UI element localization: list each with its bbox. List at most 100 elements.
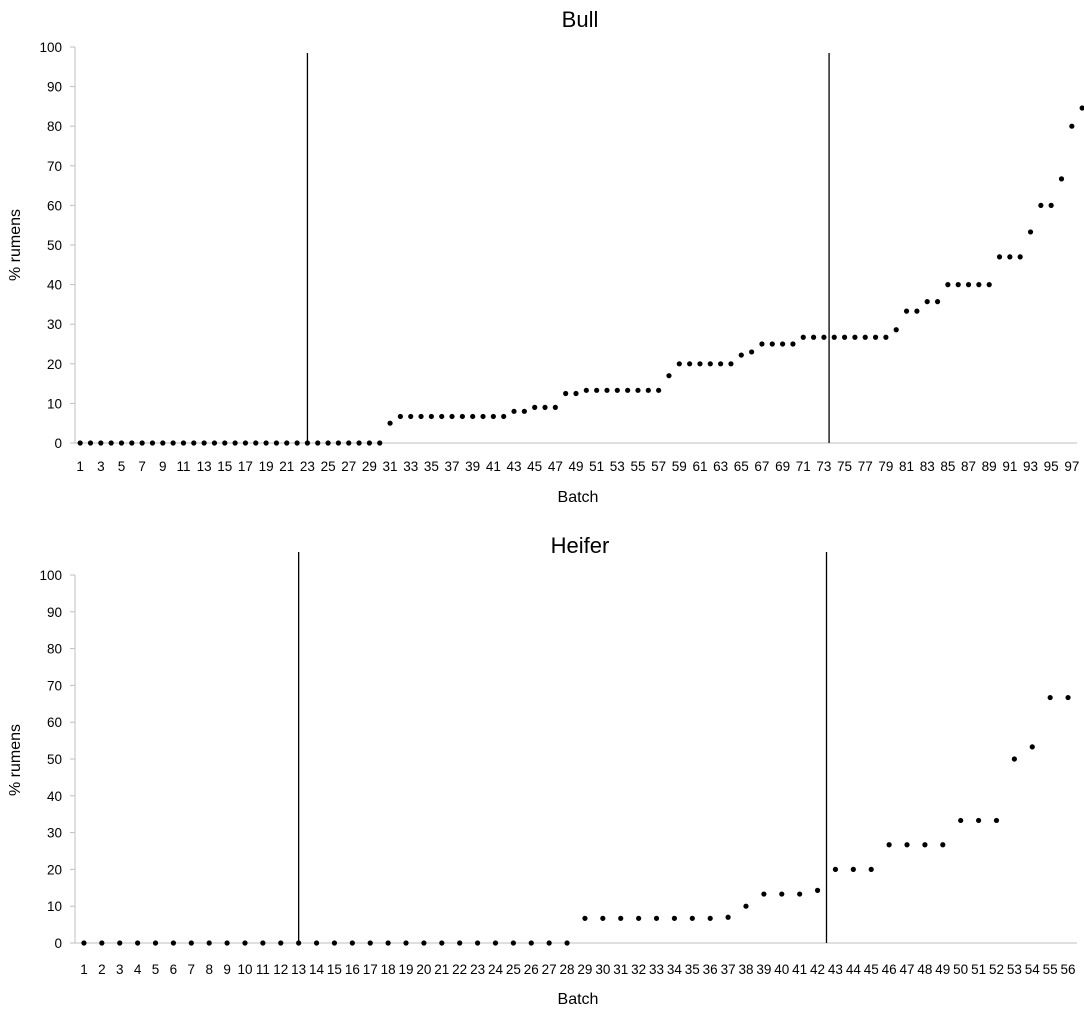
y-tick-label: 50 <box>47 752 62 767</box>
x-tick-label: 13 <box>197 459 212 474</box>
data-point <box>563 390 569 397</box>
x-tick-label: 93 <box>1023 459 1038 474</box>
x-tick-label: 45 <box>864 962 879 977</box>
data-point <box>618 915 624 921</box>
data-point <box>232 440 238 446</box>
x-tick-label: 24 <box>488 962 504 977</box>
chart-title: Bull <box>562 7 599 32</box>
data-point <box>790 341 796 347</box>
data-point <box>625 387 631 393</box>
x-tick-label: 56 <box>1061 962 1076 977</box>
x-tick-label: 69 <box>775 459 790 474</box>
data-point <box>934 299 941 305</box>
data-point <box>1048 202 1054 208</box>
data-point <box>635 387 641 393</box>
y-tick-label: 10 <box>47 899 62 914</box>
data-point <box>222 440 228 446</box>
x-tick-label: 63 <box>713 459 728 474</box>
x-tick-label: 51 <box>589 459 604 474</box>
data-point <box>725 914 731 920</box>
data-point <box>170 440 176 446</box>
data-point <box>779 341 786 347</box>
data-point <box>349 940 355 946</box>
data-point <box>614 387 620 393</box>
data-point <box>697 361 703 367</box>
data-point <box>325 440 331 446</box>
x-tick-label: 19 <box>259 459 274 474</box>
data-point <box>975 817 982 824</box>
data-point <box>583 387 589 393</box>
x-tick-label: 49 <box>568 459 583 474</box>
data-point <box>366 440 373 446</box>
x-tick-label: 39 <box>756 962 771 977</box>
heifer-panel: Heifer % rumens Batch 0 10 20 30 40 50 60 70 80 9… <box>7 533 1077 1008</box>
x-tick-label: 15 <box>217 459 232 474</box>
x-tick-label: 5 <box>152 962 160 977</box>
x-tick-label: 5 <box>118 459 126 474</box>
y-tick-label: 60 <box>47 198 62 213</box>
y-tick-label: 100 <box>39 568 62 583</box>
data-point <box>872 334 879 340</box>
data-point <box>542 404 548 410</box>
x-tick-label: 61 <box>692 459 707 474</box>
x-tick-label: 46 <box>882 962 897 977</box>
y-axis-label: % rumens <box>7 724 24 796</box>
data-point <box>1047 694 1053 701</box>
data-point <box>313 940 320 946</box>
x-tick-label: 65 <box>734 459 749 474</box>
data-point <box>653 915 660 921</box>
x-tick-label: 91 <box>1002 459 1017 474</box>
y-tick-label: 30 <box>47 317 62 332</box>
data-point <box>108 440 114 446</box>
data-point <box>304 440 311 446</box>
y-tick-label: 90 <box>47 605 62 620</box>
x-tick-label: 19 <box>399 962 414 977</box>
data-point <box>687 361 693 367</box>
y-tick-label: 0 <box>54 936 62 951</box>
data-point <box>129 440 135 446</box>
x-tick-label: 41 <box>792 962 807 977</box>
data-point <box>439 413 445 420</box>
data-point <box>1007 254 1013 260</box>
data-point <box>459 413 465 420</box>
data-point <box>965 282 972 288</box>
x-tick-label: 3 <box>97 459 105 474</box>
y-tick-label: 80 <box>47 119 62 134</box>
data-point <box>1038 202 1044 208</box>
x-tick-label: 59 <box>672 459 687 474</box>
x-tick-label: 44 <box>846 962 862 977</box>
data-point <box>922 842 928 848</box>
data-point <box>77 440 83 446</box>
x-tick-label: 1 <box>76 459 84 474</box>
x-tick-label: 40 <box>774 962 789 977</box>
data-point <box>296 940 302 946</box>
data-point <box>1029 744 1035 750</box>
data-point <box>160 440 166 446</box>
data-point <box>958 817 964 824</box>
data-point <box>87 440 94 446</box>
x-tick-label: 22 <box>452 962 467 977</box>
x-tick-label: 39 <box>465 459 480 474</box>
x-tick-label: 71 <box>796 459 811 474</box>
x-tick-label: 51 <box>971 962 986 977</box>
data-point <box>903 308 910 314</box>
x-tick-label: 29 <box>362 459 377 474</box>
data-point <box>769 341 775 347</box>
data-point <box>346 440 352 446</box>
data-point <box>868 866 874 873</box>
x-tick-label: 57 <box>651 459 666 474</box>
data-point <box>945 282 951 288</box>
x-tick-label: 55 <box>630 459 645 474</box>
data-point <box>135 940 141 946</box>
x-tick-label: 47 <box>548 459 563 474</box>
x-tick-label: 52 <box>989 962 1004 977</box>
y-tick-label: 70 <box>47 678 62 693</box>
y-tick-label: 40 <box>47 789 62 804</box>
x-tick-label: 54 <box>1025 962 1041 977</box>
x-tick-label: 32 <box>631 962 646 977</box>
data-point <box>761 891 767 897</box>
data-point <box>242 440 249 446</box>
x-tick-label: 16 <box>345 962 360 977</box>
data-point <box>470 413 476 420</box>
